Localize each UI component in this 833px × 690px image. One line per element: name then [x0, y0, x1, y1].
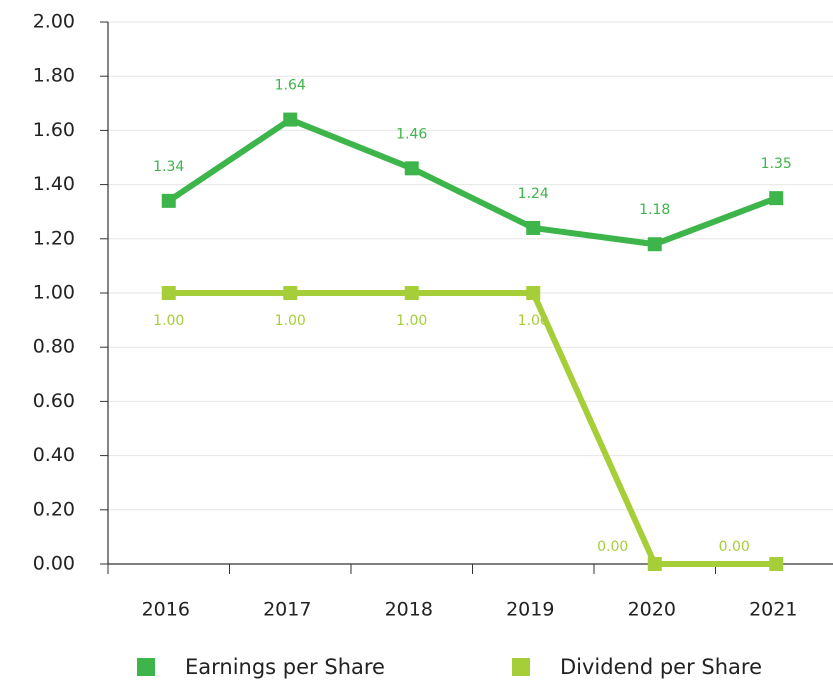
- legend-swatch: [137, 658, 155, 676]
- y-tick-label: 0.80: [33, 336, 75, 358]
- legend-label: Earnings per Share: [185, 655, 385, 679]
- y-tick-label: 0.20: [33, 498, 75, 520]
- data-label: 1.64: [275, 78, 306, 94]
- data-point: [769, 557, 784, 571]
- x-tick-label: 2017: [263, 599, 311, 621]
- data-point: [283, 286, 298, 300]
- data-label: 1.00: [275, 313, 306, 329]
- data-point: [404, 161, 419, 176]
- y-tick-label: 1.60: [33, 119, 75, 141]
- data-label: 1.18: [639, 202, 670, 218]
- legend-label: Dividend per Share: [560, 655, 762, 679]
- y-tick-label: 0.40: [33, 444, 75, 466]
- x-tick-label: 2020: [628, 599, 676, 621]
- x-tick-label: 2018: [385, 599, 433, 621]
- data-point: [161, 286, 176, 300]
- data-label: 1.00: [518, 313, 549, 329]
- x-tick-label: 2016: [142, 599, 190, 621]
- legend-swatch: [512, 658, 530, 676]
- x-tick-label: 2021: [749, 599, 797, 621]
- data-point: [647, 237, 662, 252]
- series-line: [167, 116, 778, 248]
- data-label: 1.24: [518, 186, 549, 202]
- y-tick-label: 0.00: [33, 553, 75, 575]
- series-line: [168, 290, 777, 567]
- data-point: [526, 220, 541, 235]
- data-label: 1.00: [396, 313, 427, 329]
- data-label: 1.35: [761, 156, 792, 172]
- data-label: 1.46: [396, 126, 427, 142]
- y-tick-label: 1.80: [33, 65, 75, 87]
- y-tick-label: 1.40: [33, 173, 75, 195]
- data-point: [769, 191, 784, 206]
- data-label: 1.34: [153, 159, 184, 175]
- data-label: 1.00: [153, 313, 184, 329]
- data-point: [647, 557, 662, 571]
- data-point: [404, 286, 419, 300]
- data-point: [283, 112, 298, 127]
- y-tick-label: 1.00: [33, 282, 75, 304]
- y-tick-label: 0.60: [33, 390, 75, 412]
- data-point: [161, 193, 176, 208]
- data-label: 0.00: [719, 539, 750, 555]
- data-label: 0.00: [597, 539, 628, 555]
- y-tick-label: 2.00: [33, 11, 75, 33]
- data-point: [526, 286, 541, 300]
- x-tick-label: 2019: [506, 599, 554, 621]
- y-tick-label: 1.20: [33, 227, 75, 249]
